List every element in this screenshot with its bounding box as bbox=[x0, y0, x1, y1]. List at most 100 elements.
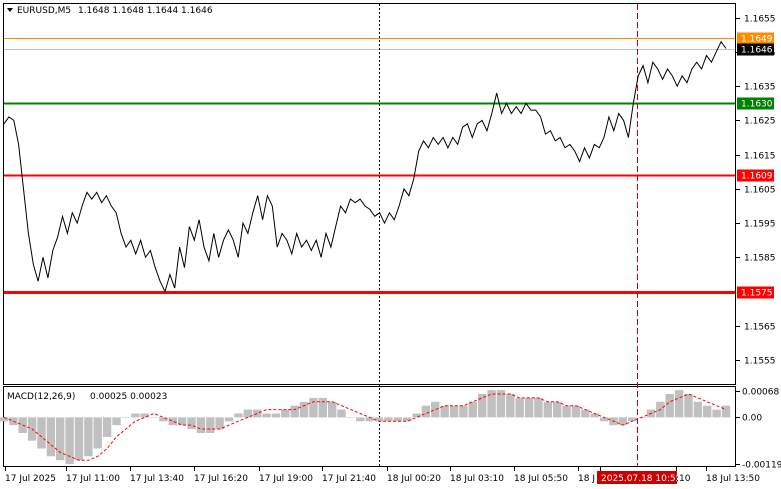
macd-histogram-bar bbox=[581, 409, 590, 418]
macd-histogram-bar bbox=[309, 397, 318, 418]
macd-histogram-bar bbox=[121, 417, 131, 418]
macd-tick-label: 0.00068 bbox=[742, 388, 779, 398]
symbol-label: EURUSD,M5 bbox=[17, 6, 71, 16]
macd-histogram-bar bbox=[328, 401, 337, 418]
macd-histogram-bar bbox=[440, 405, 449, 418]
time-tick-label: 17 Jul 13:40 bbox=[130, 474, 184, 484]
macd-histogram-bar bbox=[403, 417, 412, 422]
price-tick-label: 1.1585 bbox=[744, 254, 776, 264]
macd-histogram-bar bbox=[196, 417, 206, 433]
macd-histogram-bar bbox=[393, 417, 402, 422]
macd-histogram-bar bbox=[684, 394, 693, 418]
time-tick-label: 17 Jul 11:00 bbox=[66, 474, 120, 484]
macd-histogram-bar bbox=[102, 417, 112, 437]
macd-histogram-bar bbox=[534, 397, 543, 418]
price-tick-label: 1.1595 bbox=[744, 220, 776, 230]
time-tick-label: 18 Jul 05:50 bbox=[514, 474, 568, 484]
macd-histogram-bar bbox=[665, 394, 674, 418]
price-tick-label: 1.1565 bbox=[744, 323, 776, 333]
macd-histogram-bar bbox=[74, 417, 84, 461]
macd-histogram-bar bbox=[37, 417, 46, 449]
level-price-tag-label: 1.1609 bbox=[741, 172, 773, 182]
macd-histogram-bar bbox=[562, 405, 571, 418]
macd-histogram-bar bbox=[131, 413, 140, 418]
macd-tick-label: -0.00119 bbox=[742, 461, 781, 471]
macd-histogram-bar bbox=[84, 417, 93, 457]
macd-panel-frame bbox=[3, 386, 736, 467]
macd-histogram-bar bbox=[365, 417, 374, 422]
current-price-tag-label: 1.1646 bbox=[741, 46, 773, 56]
macd-histogram-bar bbox=[140, 413, 149, 418]
macd-histogram-bar bbox=[384, 417, 393, 422]
current-price-tag bbox=[737, 43, 774, 56]
time-tick-label: 18 Jul 00:20 bbox=[387, 474, 441, 484]
macd-histogram-bar bbox=[628, 417, 637, 422]
macd-signal-line bbox=[3, 393, 727, 461]
macd-histogram-bar bbox=[234, 413, 243, 418]
time-tick-label: 17 Jul 2025 bbox=[5, 474, 56, 484]
level-price-tag-label: 1.1630 bbox=[741, 100, 773, 110]
macd-histogram-bar bbox=[618, 417, 627, 426]
price-tick-label: 1.1625 bbox=[744, 117, 776, 127]
time-tick-label: 17 Jul 16:20 bbox=[194, 474, 248, 484]
time-tick-label: 17 Jul 21:40 bbox=[322, 474, 376, 484]
macd-histogram-bar bbox=[721, 405, 731, 418]
macd-histogram-bar bbox=[356, 417, 365, 422]
macd-histogram-bar bbox=[65, 417, 74, 465]
ohlc-values: 1.1648 1.1648 1.1644 1.1646 bbox=[78, 6, 213, 16]
level-price-tag bbox=[737, 169, 774, 182]
price-tick-label: 1.1635 bbox=[744, 83, 776, 93]
macd-histogram-bar bbox=[290, 405, 299, 418]
macd-tick-label: 0.00 bbox=[742, 414, 762, 424]
macd-histogram-bar bbox=[168, 417, 177, 426]
macd-histogram-bar bbox=[515, 397, 524, 418]
macd-histogram-bar bbox=[524, 397, 534, 418]
macd-histogram-bar bbox=[46, 417, 56, 457]
macd-histogram-bar bbox=[571, 405, 581, 418]
cursor-time-label: 2025.07.18 10:55 bbox=[601, 474, 681, 484]
macd-histogram-bar bbox=[318, 397, 327, 418]
level-price-tag-label: 1.1575 bbox=[741, 289, 773, 299]
macd-histogram-bar bbox=[478, 394, 487, 418]
macd-histogram-bar bbox=[206, 417, 215, 433]
macd-histogram-bar bbox=[93, 417, 102, 449]
price-series-line bbox=[3, 40, 727, 294]
macd-indicator-label: MACD(12,26,9) bbox=[7, 392, 75, 402]
price-tick-label: 1.1615 bbox=[744, 152, 776, 162]
time-tick-label: 18 Jul 13:50 bbox=[706, 474, 760, 484]
price-axis: 1.16551.16451.16351.16251.16151.16051.15… bbox=[736, 15, 776, 367]
macd-histogram-bar bbox=[431, 401, 440, 418]
macd-histogram-bar bbox=[506, 394, 515, 418]
macd-histogram-bar bbox=[459, 405, 468, 418]
macd-histogram-bar bbox=[412, 413, 421, 418]
cursor-time-tag bbox=[597, 471, 677, 484]
level-price-tag-label: 1.1649 bbox=[741, 35, 773, 45]
triangle-down-icon[interactable] bbox=[7, 8, 13, 12]
macd-histogram-bar bbox=[271, 413, 281, 418]
macd-histogram-bar bbox=[674, 390, 684, 418]
macd-histogram-bar bbox=[149, 417, 159, 418]
macd-histogram-bar bbox=[449, 405, 459, 418]
macd-histogram-bar bbox=[374, 417, 384, 422]
macd-histogram-bar bbox=[599, 417, 609, 422]
macd-histogram-bar bbox=[590, 413, 599, 418]
macd-histogram-bar bbox=[243, 409, 252, 418]
macd-histogram-bar bbox=[712, 409, 721, 418]
macd-histogram-bar bbox=[281, 409, 290, 418]
time-tick-label: :10 bbox=[676, 474, 691, 484]
price-tick-label: 1.1605 bbox=[744, 186, 776, 196]
price-tick-label: 1.1555 bbox=[744, 357, 776, 367]
macd-histogram-bar bbox=[224, 417, 234, 422]
level-price-tag bbox=[737, 97, 774, 110]
main-chart-frame bbox=[3, 3, 736, 385]
level-price-tag bbox=[737, 286, 774, 299]
macd-histogram-bar bbox=[421, 405, 431, 418]
macd-histogram-bar bbox=[177, 417, 187, 426]
macd-histogram-bar bbox=[56, 417, 65, 461]
macd-histogram-bar bbox=[215, 417, 224, 430]
macd-histogram-bar bbox=[337, 409, 346, 418]
macd-histogram-bar bbox=[496, 390, 506, 418]
macd-histogram-bar bbox=[299, 401, 309, 418]
level-price-tag bbox=[737, 32, 774, 45]
